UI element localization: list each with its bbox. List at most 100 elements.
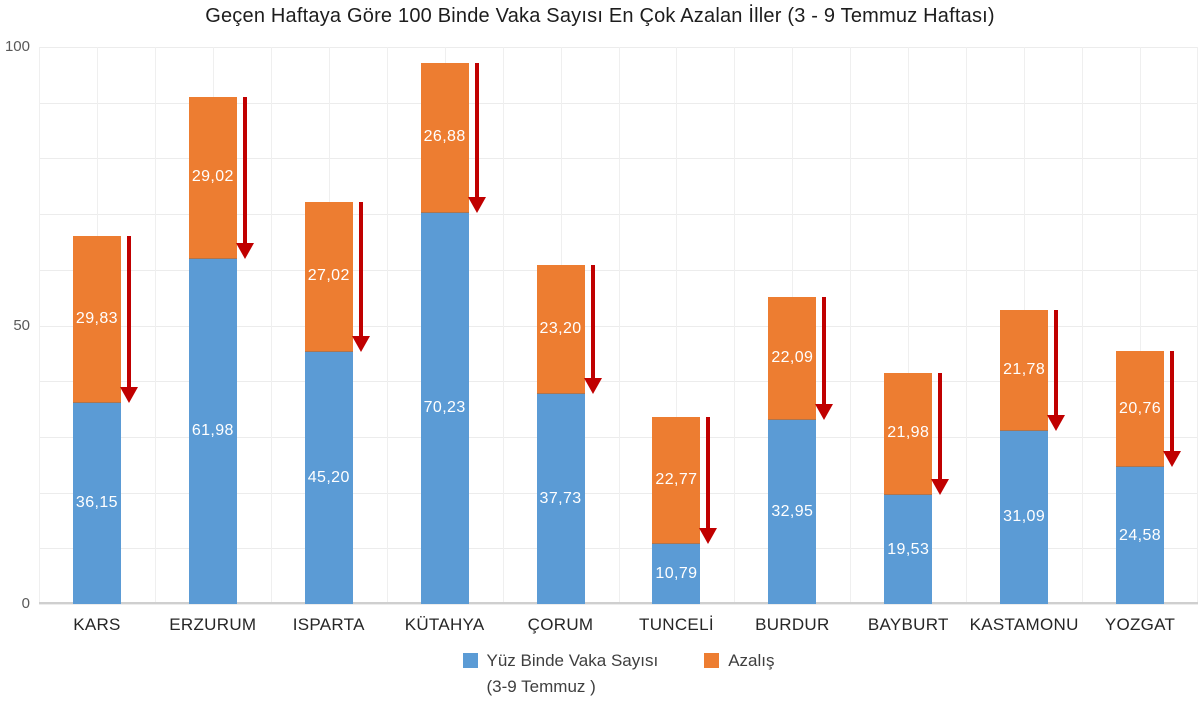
decrease-arrow-icon <box>583 264 602 394</box>
arrow-head <box>119 386 138 403</box>
bar-segment-decrease: 23,20 <box>536 264 585 394</box>
bar-segment-cases: 10,79 <box>652 543 701 604</box>
bar-value-label: 22,09 <box>771 349 814 367</box>
gridline-vertical <box>618 47 620 602</box>
bar-segment-cases: 31,09 <box>1000 430 1049 604</box>
bar-value-label: 21,78 <box>1003 360 1046 378</box>
legend-label: Yüz Binde Vaka Sayısı (3-9 Temmuz ) <box>486 651 659 696</box>
gridline-vertical <box>676 47 678 602</box>
decrease-arrow-icon <box>1163 351 1182 468</box>
y-tick-label: 0 <box>21 595 30 612</box>
bar-segment-cases: 61,98 <box>188 258 237 604</box>
plot-area: 36,15 29,83 61,98 29,02 45,20 27,02 70,23 26,88… <box>39 47 1198 605</box>
x-category-label: KÜTAHYA <box>404 615 485 634</box>
gridline-vertical <box>154 47 156 602</box>
arrow-shaft <box>126 236 131 391</box>
decrease-arrow-icon <box>467 63 486 213</box>
bar-value-label: 22,77 <box>655 470 698 488</box>
arrow-head <box>1047 414 1066 431</box>
gridline-vertical <box>734 47 736 602</box>
gridline-horizontal <box>39 604 1198 605</box>
arrow-shaft <box>938 372 943 484</box>
x-category-label: ERZURUM <box>169 615 257 634</box>
gridline-vertical <box>850 47 852 602</box>
bar-segment-cases: 32,95 <box>768 420 817 604</box>
legend-swatch-icon <box>704 653 720 668</box>
x-category-label: ISPARTA <box>292 615 365 634</box>
decrease-arrow-icon <box>931 372 950 496</box>
decrease-arrow-icon <box>815 297 834 421</box>
arrow-head <box>583 377 602 394</box>
arrow-shaft <box>474 63 479 201</box>
bar-segment-decrease: 21,78 <box>1000 309 1049 431</box>
x-category-label: BURDUR <box>755 615 830 634</box>
legend-swatch-icon <box>462 653 478 668</box>
decrease-arrow-icon <box>351 201 370 353</box>
legend: Yüz Binde Vaka Sayısı (3-9 Temmuz ) Azalış <box>39 648 1198 700</box>
legend-item-azalis: Azalış <box>704 648 774 674</box>
arrow-shaft <box>706 417 711 532</box>
bar-value-label: 26,88 <box>423 128 466 146</box>
arrow-head <box>235 242 254 259</box>
gridline-vertical <box>1140 47 1142 602</box>
arrow-head <box>351 336 370 353</box>
gridline-vertical <box>966 47 968 602</box>
arrow-shaft <box>1054 309 1059 419</box>
decrease-arrow-icon <box>1047 309 1066 431</box>
bar-value-label: 29,02 <box>191 168 234 186</box>
bar-segment-decrease: 29,83 <box>72 236 121 403</box>
arrow-shaft <box>242 97 247 247</box>
arrow-shaft <box>590 264 595 382</box>
bar-value-label: 45,20 <box>307 469 350 487</box>
bar-segment-cases: 24,58 <box>1116 467 1165 604</box>
arrow-head <box>931 479 950 496</box>
bar-value-label: 32,95 <box>771 503 814 521</box>
gridline-vertical <box>502 47 504 602</box>
bar-segment-decrease: 22,77 <box>652 417 701 544</box>
legend-item-vaka-sayisi: Yüz Binde Vaka Sayısı (3-9 Temmuz ) <box>462 648 659 700</box>
chart-title: Geçen Haftaya Göre 100 Binde Vaka Sayısı… <box>205 5 995 27</box>
bar-segment-decrease: 22,09 <box>768 297 817 421</box>
decrease-arrow-icon <box>119 236 138 403</box>
y-tick-label: 100 <box>4 38 30 55</box>
x-category-label: KARS <box>73 615 121 634</box>
decrease-arrow-icon <box>699 417 718 544</box>
bar-segment-cases: 70,23 <box>420 212 469 604</box>
bar-value-label: 36,15 <box>75 494 118 512</box>
x-category-label: BAYBURT <box>867 615 949 634</box>
bar-value-label: 61,98 <box>191 422 234 440</box>
bar-value-label: 37,73 <box>539 489 582 507</box>
bar-segment-cases: 45,20 <box>304 352 353 604</box>
bar-segment-cases: 36,15 <box>72 402 121 604</box>
bar-segment-decrease: 21,98 <box>884 372 933 496</box>
bar-value-label: 20,76 <box>1119 399 1162 417</box>
bar-segment-cases: 37,73 <box>536 393 585 604</box>
arrow-shaft <box>822 297 827 409</box>
bar-value-label: 24,58 <box>1119 526 1162 544</box>
bar-segment-decrease: 27,02 <box>304 201 353 353</box>
legend-label: Azalış <box>728 651 775 670</box>
arrow-shaft <box>358 201 363 341</box>
x-category-label: ÇORUM <box>527 615 594 634</box>
arrow-head <box>467 196 486 213</box>
gridline-vertical <box>1082 47 1084 602</box>
arrow-head <box>815 404 834 421</box>
bar-value-label: 70,23 <box>423 399 466 417</box>
bar-segment-cases: 19,53 <box>884 495 933 604</box>
gridline-vertical <box>270 47 272 602</box>
bar-value-label: 27,02 <box>307 267 350 285</box>
x-category-label: TUNCELİ <box>639 615 714 634</box>
arrow-shaft <box>1170 351 1175 456</box>
bar-segment-decrease: 29,02 <box>188 97 237 259</box>
bar-value-label: 10,79 <box>655 564 698 582</box>
bar-value-label: 19,53 <box>887 540 930 558</box>
gridline-vertical <box>386 47 388 602</box>
bar-segment-decrease: 20,76 <box>1116 351 1165 468</box>
decrease-arrow-icon <box>235 97 254 259</box>
y-tick-label: 50 <box>13 316 30 334</box>
bar-value-label: 29,83 <box>75 310 118 328</box>
x-category-label: KASTAMONU <box>969 615 1079 634</box>
gridline-vertical <box>908 47 910 602</box>
x-category-label: YOZGAT <box>1104 615 1176 634</box>
